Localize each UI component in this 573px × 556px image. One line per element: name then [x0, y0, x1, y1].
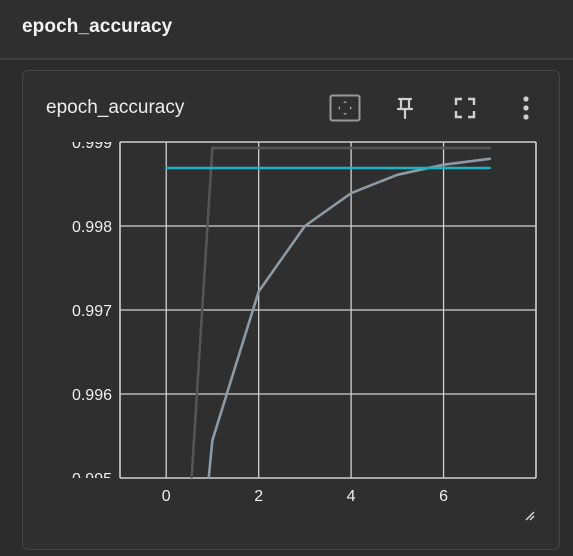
pin-button[interactable] [388, 91, 422, 125]
pin-icon [396, 97, 414, 119]
fit-domain-icon [329, 94, 361, 122]
chart-card: epoch_accuracy [22, 70, 560, 550]
fullscreen-button[interactable] [448, 91, 482, 125]
section-header: epoch_accuracy [0, 0, 573, 60]
fit-domain-button[interactable] [328, 91, 362, 125]
card-title: epoch_accuracy [46, 97, 185, 118]
more-options-button[interactable] [509, 91, 543, 125]
more-vert-icon [523, 96, 529, 120]
fullscreen-icon [454, 97, 476, 119]
resize-handle-icon[interactable] [524, 510, 536, 522]
section-title: epoch_accuracy [22, 16, 173, 37]
